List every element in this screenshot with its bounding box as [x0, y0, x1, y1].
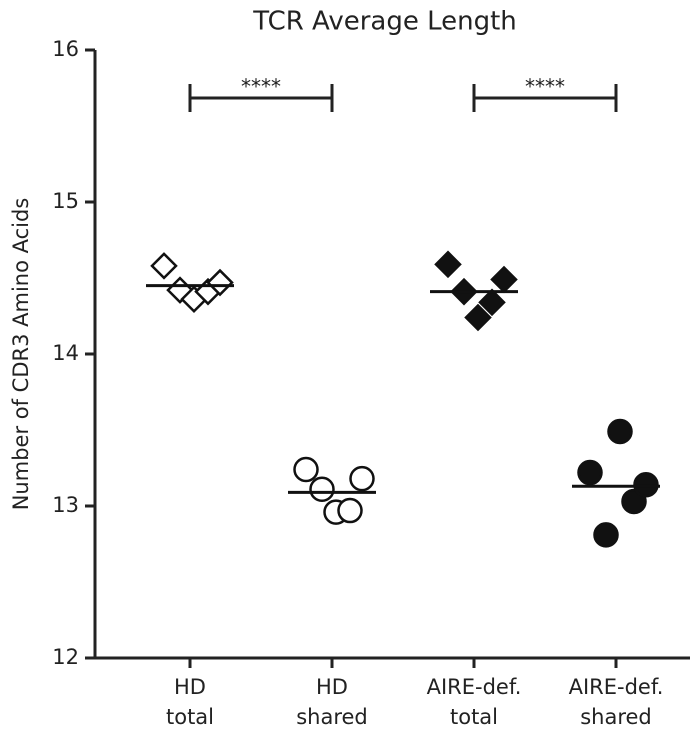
data-point: [490, 265, 518, 294]
data-point: [478, 288, 506, 317]
data-point: [293, 456, 319, 483]
x-tick-label: HD: [316, 675, 348, 699]
x-tick-label: HD: [174, 675, 206, 699]
significance-bracket: [188, 84, 334, 112]
y-tick-label: 12: [52, 645, 79, 669]
significance-label: ****: [525, 75, 565, 99]
data-point: [607, 418, 633, 445]
x-tick-label: shared: [296, 705, 368, 729]
x-tick-label: AIRE-def.: [569, 675, 664, 699]
data-point: [309, 476, 335, 503]
significance-label: ****: [241, 75, 281, 99]
data-point: [206, 268, 234, 297]
data-point: [593, 522, 619, 548]
data-point: [577, 459, 603, 486]
x-tick-label: total: [166, 705, 214, 729]
y-tick-label: 16: [52, 37, 79, 61]
data-point: [150, 252, 178, 280]
x-tick-label: AIRE-def.: [427, 675, 522, 699]
data-point: [434, 250, 462, 279]
data-point: [349, 465, 375, 492]
chart-title: TCR Average Length: [252, 7, 517, 37]
data-point: [337, 497, 363, 524]
y-tick-label: 14: [52, 341, 79, 365]
data-point: [464, 303, 492, 332]
data-point: [633, 471, 659, 498]
x-tick-label: total: [450, 705, 498, 729]
y-tick-label: 15: [52, 189, 79, 213]
y-axis-label: Number of CDR3 Amino Acids: [9, 198, 33, 511]
x-tick-label: shared: [580, 705, 652, 729]
y-tick-label: 13: [52, 493, 79, 517]
significance-bracket: [472, 84, 618, 112]
